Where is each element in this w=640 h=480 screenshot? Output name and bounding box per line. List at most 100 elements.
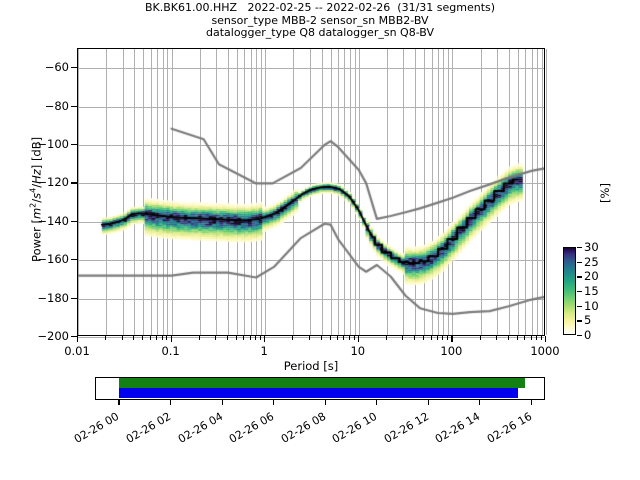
colorbar-tick-label: 25: [584, 254, 599, 269]
timeline-ticks: [95, 400, 545, 406]
figure-title: BK.BK61.00.HHZ 2022-02-25 -- 2022-02-26 …: [0, 1, 640, 40]
x-tick-minor: [320, 336, 322, 340]
title-line-1: BK.BK61.00.HHZ 2022-02-25 -- 2022-02-26 …: [144, 1, 496, 14]
x-tick-minor: [348, 336, 350, 340]
colorbar-tick: [577, 261, 582, 263]
y-tick-major: [71, 182, 77, 184]
timeline-tick: [221, 400, 224, 405]
timeline-tick: [273, 400, 275, 405]
colorbar-tick: [577, 276, 582, 278]
y-tick-major: [71, 220, 77, 223]
title-line-3: datalogger_type Q8 datalogger_sn Q8-BV: [205, 26, 435, 39]
colorbar-tick: [577, 247, 582, 249]
y-tick-label: −60: [44, 60, 69, 75]
x-tick-label: 100: [440, 344, 463, 358]
timeline-tick: [170, 400, 172, 405]
x-tick-minor: [423, 336, 425, 340]
timeline-tick: [479, 400, 481, 405]
y-tick-label: −120: [37, 175, 69, 190]
x-tick-label: 1000: [530, 344, 560, 358]
x-tick-label: 0.01: [64, 344, 90, 358]
ppsd-plot-axes: [77, 48, 547, 338]
colorbar-unit-label: [%]: [598, 183, 612, 203]
x-tick-minor: [496, 336, 498, 340]
grid-line-horizontal: [78, 337, 544, 338]
timeline-tick: [531, 400, 533, 405]
colorbar-tick: [577, 335, 582, 337]
x-tick-minor: [161, 336, 163, 340]
timeline-tick: [376, 400, 378, 405]
x-tick-label: 10: [350, 344, 366, 358]
x-tick-minor: [259, 336, 261, 340]
y-tick-label: −200: [37, 329, 69, 343]
y-axis-title: Power [m2/s4/Hz] [dB]: [28, 136, 44, 262]
x-tick-major: [170, 336, 172, 342]
x-tick-minor: [430, 336, 432, 340]
x-tick-minor: [156, 336, 158, 340]
x-tick-minor: [479, 336, 481, 340]
x-tick-minor: [442, 336, 444, 340]
x-tick-minor: [149, 336, 151, 340]
colorbar-tick-label: 20: [584, 269, 599, 284]
x-tick-minor: [226, 336, 228, 340]
x-tick-minor: [308, 336, 310, 340]
x-tick-minor: [243, 336, 245, 340]
x-tick-minor: [524, 336, 526, 340]
x-tick-minor: [353, 336, 355, 340]
x-axis-title: Period [s]: [283, 359, 339, 373]
x-tick-minor: [105, 336, 107, 340]
y-tick-major: [71, 144, 77, 146]
x-tick-minor: [414, 336, 416, 340]
ppsd-density-canvas: [78, 49, 544, 335]
x-tick-minor: [337, 336, 339, 340]
x-tick-minor: [516, 336, 518, 340]
x-tick-minor: [329, 336, 331, 340]
x-tick-major: [451, 336, 453, 342]
x-tick-minor: [540, 336, 542, 340]
colorbar-tick-label: 15: [584, 284, 599, 298]
y-tick-major: [71, 336, 77, 338]
grid-line-vertical: [546, 49, 547, 335]
timeline-tick: [118, 400, 120, 405]
colorbar-tick-label: 0: [584, 328, 592, 342]
data-coverage-green: [119, 378, 526, 389]
y-tick-major: [71, 67, 77, 69]
x-tick-major: [264, 336, 266, 342]
y-tick-label: −160: [37, 252, 69, 267]
x-tick-minor: [198, 336, 200, 340]
x-tick-minor: [249, 336, 251, 340]
colorbar-tick-label: 30: [584, 240, 599, 254]
colorbar-tick: [577, 320, 582, 322]
x-tick-minor: [292, 336, 294, 340]
timeline-tick: [324, 400, 327, 405]
timeline-tick-label: 02-26 16: [484, 409, 535, 446]
x-tick-minor: [402, 336, 404, 340]
colorbar: [563, 247, 576, 335]
y-tick-major: [71, 105, 77, 107]
y-tick-major: [71, 297, 77, 299]
y-tick-label: −100: [37, 137, 69, 151]
y-tick-label: −180: [37, 290, 69, 305]
y-tick-label: −80: [44, 98, 69, 113]
x-tick-minor: [535, 336, 537, 340]
colorbar-tick-label: 10: [584, 298, 599, 313]
colorbar-tick-label: 5: [584, 313, 592, 328]
x-tick-minor: [530, 336, 532, 340]
x-tick-minor: [142, 336, 144, 340]
timeline-tick: [428, 400, 430, 405]
x-tick-minor: [215, 336, 217, 340]
x-tick-label: 1: [260, 344, 268, 358]
x-tick-minor: [343, 336, 345, 340]
x-tick-major: [545, 336, 547, 342]
title-line-2: sensor_type MBB-2 sensor_sn MBB2-BV: [211, 13, 429, 27]
x-tick-label: 0.1: [161, 344, 180, 358]
x-tick-minor: [507, 336, 509, 340]
data-coverage-timeline: [95, 377, 545, 400]
x-tick-minor: [121, 336, 123, 340]
plot-area: [78, 49, 544, 335]
x-tick-minor: [133, 336, 135, 340]
colorbar-tick: [577, 291, 582, 293]
colorbar-gradient: [563, 247, 576, 335]
x-tick-minor: [166, 336, 168, 340]
